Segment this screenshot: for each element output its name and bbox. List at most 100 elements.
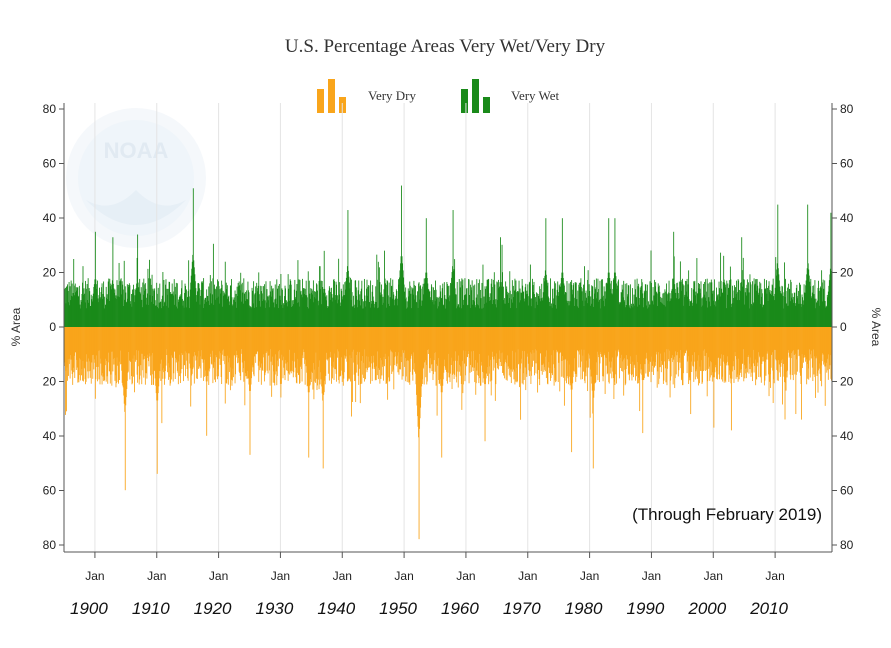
very-dry-bar [805, 327, 807, 360]
very-dry-bar [294, 327, 296, 368]
very-wet-bar [570, 284, 572, 327]
x-tick-labels: Jan1900Jan1910Jan1920Jan1930Jan1940Jan19… [70, 569, 789, 618]
very-dry-bar [650, 327, 651, 362]
very-wet-bar [703, 294, 705, 327]
very-dry-bar [660, 327, 662, 368]
very-wet-bar [432, 301, 433, 327]
very-dry-bar [711, 327, 713, 363]
very-wet-bar [85, 280, 86, 327]
very-dry-bar [305, 327, 307, 367]
very-dry-bar [610, 327, 612, 362]
very-dry-bar [661, 327, 663, 361]
very-wet-bar [354, 308, 356, 327]
very-dry-bar [88, 327, 90, 359]
very-wet-bar [311, 290, 313, 327]
very-wet-bar [739, 291, 741, 327]
very-dry-bar [302, 327, 303, 356]
very-dry-bar [493, 327, 495, 357]
very-wet-bar [528, 296, 530, 327]
very-dry-bar [509, 327, 511, 378]
very-wet-bar [487, 280, 489, 327]
very-wet-bar [637, 306, 639, 327]
very-wet-bar [249, 305, 250, 327]
very-dry-bar [524, 327, 526, 368]
very-dry-bar [615, 327, 617, 375]
very-dry-bar [488, 327, 490, 374]
very-wet-bar [830, 271, 832, 327]
very-dry-bar [463, 327, 465, 351]
y-tick-label-left: 20 [43, 375, 57, 389]
very-wet-bar [669, 293, 671, 327]
very-dry-bar [445, 327, 447, 368]
very-dry-bar [207, 327, 209, 371]
very-dry-bar [491, 327, 493, 381]
very-wet-bar [711, 290, 713, 327]
very-wet-bar [333, 279, 334, 327]
very-wet-bar [388, 303, 390, 327]
very-dry-bar [457, 327, 459, 372]
very-wet-bar [811, 292, 813, 327]
very-dry-bar [557, 327, 559, 352]
very-wet-bar [723, 279, 725, 327]
very-dry-bar [457, 327, 459, 388]
very-wet-bar [457, 304, 459, 327]
very-wet-bar [247, 281, 249, 327]
very-wet-bar [168, 307, 169, 327]
very-dry-bar [368, 327, 370, 368]
very-wet-bar [739, 289, 741, 327]
very-dry-bar [221, 327, 223, 385]
very-dry-bar [277, 327, 279, 367]
very-wet-bar [715, 306, 717, 327]
very-wet-bar [217, 279, 218, 327]
very-wet-bar [645, 284, 647, 327]
very-dry-bar [355, 327, 357, 403]
very-dry-bar [303, 327, 305, 350]
very-wet-bar [568, 283, 570, 327]
very-dry-bar [800, 327, 802, 385]
very-dry-bar [95, 327, 97, 380]
very-wet-bar [75, 292, 77, 327]
very-dry-bar [566, 327, 568, 377]
very-wet-bar [318, 305, 319, 327]
very-wet-bar [244, 293, 246, 327]
very-dry-bar [289, 327, 291, 375]
very-wet-bar [99, 297, 101, 327]
very-wet-bar [295, 290, 297, 327]
very-wet-bar [144, 283, 146, 327]
very-dry-bar [200, 327, 202, 378]
very-wet-bar [239, 290, 241, 327]
very-dry-bar [464, 327, 466, 382]
very-wet-bar [509, 290, 511, 327]
very-dry-bar [229, 327, 231, 391]
very-wet-bar [142, 294, 144, 327]
very-wet-bar [211, 303, 213, 327]
very-wet-bar [355, 280, 357, 327]
very-wet-bar [236, 286, 238, 327]
very-dry-bar [660, 327, 662, 373]
very-dry-bar [648, 327, 650, 364]
very-wet-bar [162, 272, 164, 327]
very-dry-bar [137, 327, 139, 383]
very-wet-bar [159, 283, 161, 327]
very-wet-bar [507, 291, 509, 327]
very-dry-bar [817, 327, 819, 393]
very-wet-bar [86, 284, 88, 327]
very-dry-bar [577, 327, 579, 352]
very-wet-bar [746, 284, 748, 327]
very-dry-bar [359, 327, 361, 353]
very-dry-bar [526, 327, 528, 377]
very-wet-bar [773, 300, 775, 327]
very-dry-bar [483, 327, 484, 373]
very-wet-bar [286, 300, 288, 327]
very-dry-bar [720, 327, 722, 359]
very-wet-bar [746, 279, 748, 327]
very-wet-bar [627, 285, 629, 327]
very-dry-bar [534, 327, 535, 376]
very-wet-bar [679, 298, 681, 327]
very-dry-bar [772, 327, 774, 371]
very-wet-bar [729, 266, 731, 327]
very-dry-bar [246, 327, 248, 379]
very-dry-bar [141, 327, 143, 385]
very-dry-bar [604, 327, 606, 394]
very-dry-bar [192, 327, 194, 357]
